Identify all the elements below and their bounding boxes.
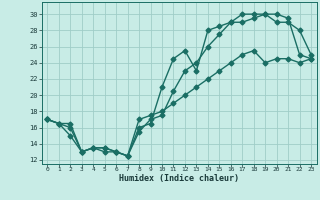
X-axis label: Humidex (Indice chaleur): Humidex (Indice chaleur) [119, 174, 239, 183]
